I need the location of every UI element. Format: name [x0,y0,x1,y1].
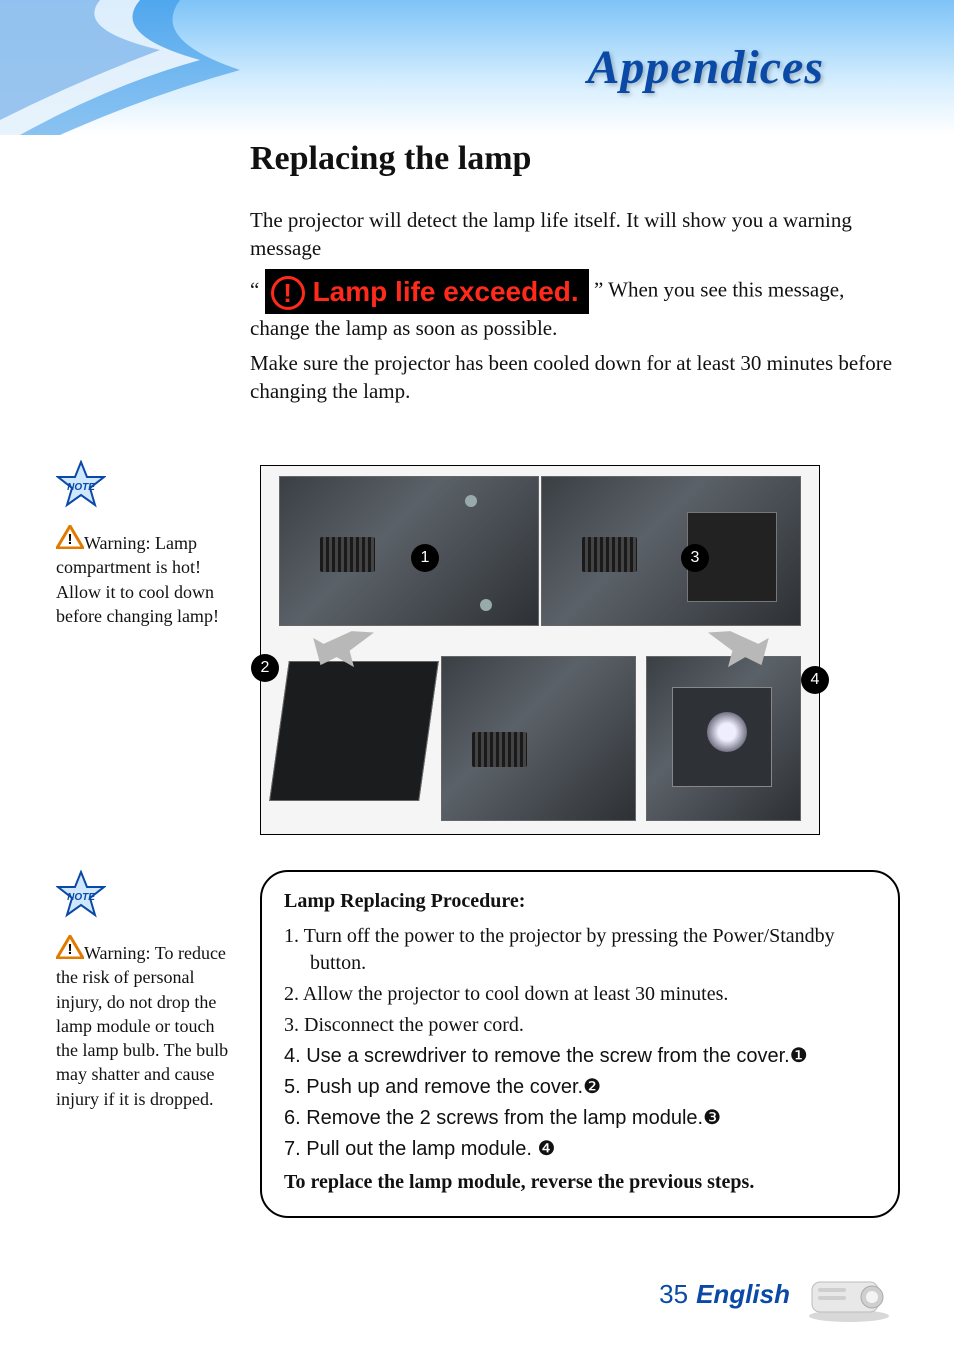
procedure-step: 3. Disconnect the power cord. [284,1012,876,1039]
callout-badge-1: 1 [411,544,439,572]
page-number: 35 [659,1279,688,1310]
lamp-replace-figure: 1 2 3 4 [260,465,820,835]
callout-badge-3: 3 [681,544,709,572]
page-footer: 35 English [659,1264,894,1324]
lamp-msg-text: Lamp life exceeded. [313,276,579,307]
callout-badge-2: 2 [251,654,279,682]
main-content: Replacing the lamp The projector will de… [250,140,894,412]
lamp-warning-message: ! Lamp life exceeded. [265,269,589,315]
sidebar-2-text: ! Warning: To reduce the risk of persona… [56,935,236,1111]
header-swoosh-graphic [0,0,260,135]
quote-close: ” [594,277,603,301]
procedure-step: 4. Use a screwdriver to remove the screw… [284,1043,876,1070]
svg-text:!: ! [68,941,73,958]
sidebar-2-body: To reduce the risk of personal injury, d… [56,943,228,1109]
photo-step3 [541,476,801,626]
svg-text:!: ! [68,531,73,548]
procedure-box: Lamp Replacing Procedure: 1. Turn off th… [260,870,900,1218]
callout-badge-4: 4 [801,666,829,694]
section-title: Appendices [587,40,824,95]
procedure-title: Lamp Replacing Procedure: [284,890,876,913]
note-star-icon: NOTE [56,460,106,510]
procedure-step: 5. Push up and remove the cover.❷ [284,1074,876,1101]
note-star-icon: NOTE [56,870,106,920]
photo-step1 [279,476,539,626]
photo-bottom-center [441,656,636,821]
exclamation-circle-icon: ! [271,276,305,310]
warning-prefix: Warning: [84,533,151,553]
procedure-step: 6. Remove the 2 screws from the lamp mod… [284,1105,876,1132]
procedure-step: 7. Pull out the lamp module. ❹ [284,1136,876,1163]
note-label: NOTE [67,892,95,903]
photo-step2-cover [269,661,439,801]
intro-p3: Make sure the projector has been cooled … [250,349,894,406]
arrow-step2 [311,621,381,681]
sidebar-note-2: NOTE ! Warning: To reduce the risk of pe… [56,870,236,1111]
warning-prefix: Warning: [84,943,151,963]
intro-p1: The projector will detect the lamp life … [250,206,894,263]
sidebar-note-1: NOTE ! Warning: Lamp compartment is hot!… [56,460,236,628]
warning-triangle-icon: ! [56,935,84,965]
procedure-list: 1. Turn off the power to the projector b… [284,923,876,1163]
intro-p2: “ !Lamp life exceeded. ” When you see th… [250,269,894,343]
intro-text: The projector will detect the lamp life … [250,206,894,406]
sidebar-1-text: ! Warning: Lamp compartment is hot! Allo… [56,525,236,628]
warning-triangle-icon: ! [56,525,84,555]
projector-icon [804,1264,894,1324]
quote-open: “ [250,277,259,301]
procedure-closing: To replace the lamp module, reverse the … [284,1171,876,1194]
language-label: English [696,1279,790,1310]
note-label: NOTE [67,482,95,493]
procedure-step: 1. Turn off the power to the projector b… [284,923,876,977]
arrow-step4 [701,621,771,681]
procedure-step: 2. Allow the projector to cool down at l… [284,981,876,1008]
page-title: Replacing the lamp [250,140,894,178]
